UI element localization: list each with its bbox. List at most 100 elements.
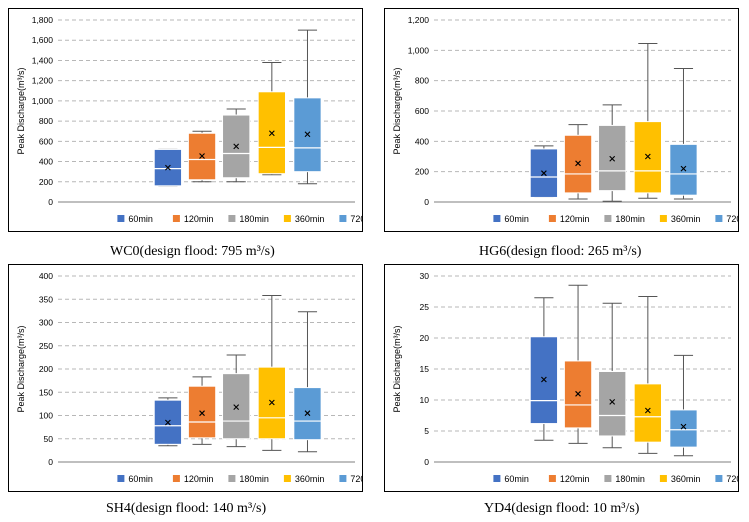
mean-marker [609, 155, 616, 162]
y-tick-label: 50 [44, 434, 54, 444]
box-60min [529, 145, 559, 198]
legend-swatch-180min [604, 475, 612, 482]
legend-swatch-720min [715, 475, 723, 482]
mean-marker [165, 419, 171, 426]
mean-marker [680, 165, 687, 172]
y-tick-label: 200 [39, 177, 53, 187]
legend-swatch-180min [228, 215, 236, 222]
legend-label-720min: 720min [350, 214, 363, 224]
mean-marker [680, 423, 687, 430]
y-tick-label: 20 [420, 333, 430, 343]
legend-label-180min: 180min [239, 214, 269, 224]
y-tick-label: 15 [420, 364, 430, 374]
mean-marker [165, 164, 171, 171]
y-tick-label: 1,800 [32, 15, 54, 25]
chart-caption-hg6: HG6(design flood: 265 m³/s) [479, 244, 642, 259]
y-axis-label: Peak Discharge(m³/s) [392, 325, 402, 412]
mean-marker [199, 410, 205, 417]
chart-panel-sh4: 0 50 100 150 200 250 300 350 400 Peak Discharge(m… [8, 264, 363, 492]
y-tick-label: 200 [415, 167, 429, 177]
mean-marker [233, 143, 240, 150]
y-tick-label: 1,600 [32, 35, 54, 45]
legend-label-60min: 60min [128, 214, 153, 224]
legend-swatch-180min [604, 215, 612, 222]
box-iqr [598, 370, 627, 437]
mean-marker [541, 376, 547, 383]
box-iqr [669, 409, 698, 448]
legend-label-720min: 720min [726, 474, 739, 484]
y-axis-label: Peak Discharge(m³/s) [16, 67, 26, 154]
box-360min [633, 295, 663, 454]
legend-swatch-120min [172, 475, 180, 482]
box-120min [563, 124, 593, 200]
box-60min [153, 397, 183, 447]
legend-label-120min: 120min [560, 214, 590, 224]
y-tick-label: 800 [415, 76, 429, 86]
legend-label-720min: 720min [350, 474, 363, 484]
legend-label-360min: 360min [295, 214, 325, 224]
mean-marker [268, 399, 275, 406]
y-tick-label: 30 [420, 271, 430, 281]
y-tick-label: 200 [39, 364, 53, 374]
legend-swatch-60min [117, 475, 125, 482]
box-180min [598, 302, 627, 449]
box-720min [669, 354, 698, 457]
y-tick-label: 1,400 [32, 55, 54, 65]
legend-label-720min: 720min [726, 214, 739, 224]
legend-label-60min: 60min [504, 214, 529, 224]
box-iqr [187, 385, 217, 439]
y-tick-label: 150 [39, 387, 53, 397]
legend-swatch-720min [715, 215, 723, 222]
mean-marker [304, 410, 311, 417]
y-tick-label: 25 [420, 302, 430, 312]
y-tick-label: 1,200 [408, 15, 430, 25]
chart-panel-hg6: 0 200 400 600 800 1,000 1,200 Peak Discharge(m³… [384, 8, 739, 232]
chart-caption-sh4: SH4(design flood: 140 m³/s) [106, 501, 267, 516]
y-tick-label: 0 [424, 457, 429, 467]
box-120min [187, 130, 217, 183]
legend-swatch-120min [172, 215, 180, 222]
box-120min [187, 376, 217, 445]
box-720min [293, 29, 322, 185]
legend-label-360min: 360min [671, 474, 701, 484]
legend-label-360min: 360min [671, 214, 701, 224]
y-tick-label: 5 [424, 426, 429, 436]
mean-marker [541, 170, 547, 177]
legend-swatch-60min [493, 215, 501, 222]
box-720min [669, 68, 698, 200]
legend-swatch-360min [659, 475, 667, 482]
box-720min [293, 311, 322, 453]
y-tick-label: 400 [39, 157, 53, 167]
chart-caption-wc0: WC0(design flood: 795 m³/s) [110, 244, 275, 259]
mean-marker [644, 153, 651, 160]
legend-label-360min: 360min [295, 474, 325, 484]
chart-yd4: 0 5 10 15 20 25 30 Peak Discharge(m³/s) 60min 120… [384, 264, 739, 492]
legend-swatch-360min [659, 215, 667, 222]
legend-swatch-60min [117, 215, 125, 222]
chart-wc0: 0 200 400 600 800 1,000 1,200 1,400 1,600 1,800 Pe… [8, 8, 363, 232]
legend-swatch-120min [548, 215, 556, 222]
y-tick-label: 0 [424, 197, 429, 207]
y-tick-label: 250 [39, 341, 53, 351]
legend-label-120min: 120min [560, 474, 590, 484]
mean-marker [609, 398, 616, 405]
y-tick-label: 300 [39, 318, 53, 328]
mean-marker [304, 131, 311, 138]
legend-swatch-360min [283, 215, 291, 222]
mean-marker [233, 404, 240, 411]
legend-swatch-720min [339, 475, 347, 482]
y-tick-label: 0 [48, 197, 53, 207]
legend-label-120min: 120min [184, 214, 214, 224]
mean-marker [575, 390, 581, 397]
box-180min [222, 108, 251, 183]
y-axis-label: Peak Discharge(m³/s) [16, 325, 26, 412]
y-tick-label: 600 [39, 136, 53, 146]
box-iqr [633, 383, 663, 443]
box-iqr [669, 143, 698, 196]
box-180min [222, 354, 251, 448]
mean-marker [575, 160, 581, 167]
chart-panel-yd4: 0 5 10 15 20 25 30 Peak Discharge(m³/s) 60min 120… [384, 264, 739, 492]
legend-label-60min: 60min [128, 474, 153, 484]
mean-marker [199, 153, 205, 159]
y-tick-label: 400 [39, 271, 53, 281]
